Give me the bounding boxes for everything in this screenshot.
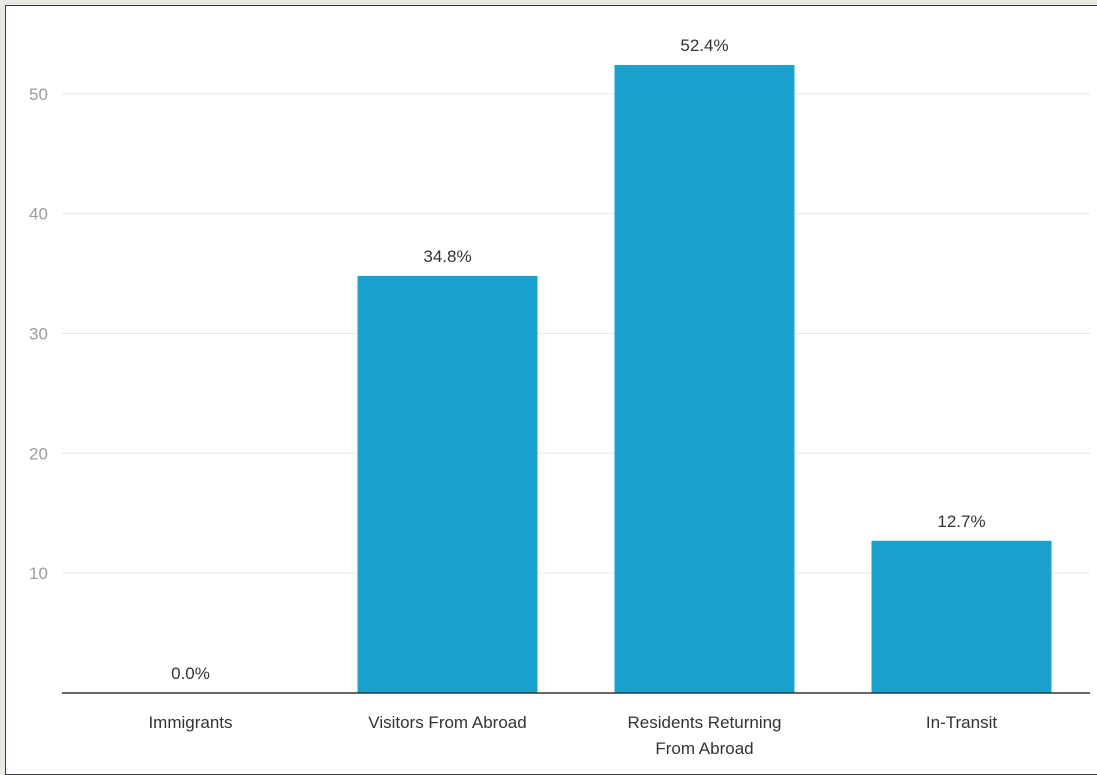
x-tick-label: Visitors From Abroad	[368, 713, 526, 732]
bar	[357, 275, 538, 693]
y-tick-label: 40	[29, 205, 48, 224]
y-tick-label: 30	[29, 324, 48, 343]
data-label: 0.0%	[171, 664, 210, 683]
x-tick-label-line: In-Transit	[926, 713, 997, 732]
x-tick-label-line: From Abroad	[655, 739, 753, 758]
x-tick-label: Residents Returning From Abroad	[627, 713, 781, 758]
bar	[614, 64, 795, 693]
x-tick-label-line: Residents Returning	[627, 713, 781, 732]
x-tick-label-line: Immigrants	[148, 713, 232, 732]
data-label: 34.8%	[423, 247, 471, 266]
bar	[871, 540, 1052, 693]
x-tick-label-line: Visitors From Abroad	[368, 713, 526, 732]
data-label: 12.7%	[937, 512, 985, 531]
data-label: 52.4%	[680, 36, 728, 55]
y-tick-label: 10	[29, 564, 48, 583]
x-tick-label: In-Transit	[926, 713, 997, 732]
x-tick-label: Immigrants	[148, 713, 232, 732]
y-tick-label: 20	[29, 444, 48, 463]
y-tick-label: 50	[29, 85, 48, 104]
